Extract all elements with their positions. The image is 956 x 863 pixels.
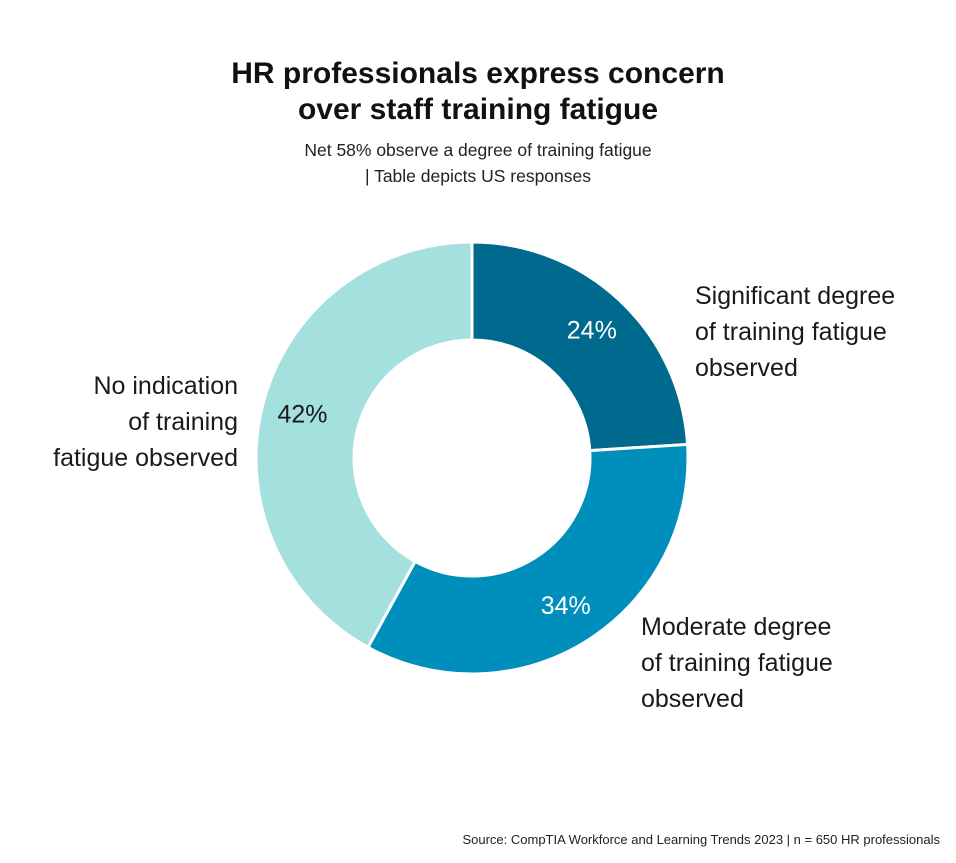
donut-slice-significant — [470, 240, 690, 453]
chart-title-line-2: over staff training fatigue — [297, 93, 659, 126]
category-label-significant-line-1: Significant degree — [695, 282, 896, 310]
category-label-moderate-line-2: of training fatigue — [641, 649, 833, 677]
data-label-significant: 24% — [567, 316, 617, 344]
category-label-no-indication-line-3: fatigue observed — [53, 444, 238, 472]
category-label-moderate-line-3: observed — [641, 685, 744, 713]
chart-title-line-1: HR professionals express concern — [231, 57, 725, 90]
donut-slice-moderate — [365, 442, 690, 676]
category-label-significant: Significant degree of training fatigue o… — [695, 278, 895, 386]
category-label-significant-line-2: of training fatigue — [695, 318, 887, 346]
donut-slice-no-indication — [254, 240, 474, 650]
data-label-no-indication: 42% — [277, 400, 327, 428]
data-label-moderate: 34% — [541, 592, 591, 620]
category-label-moderate-line-1: Moderate degree — [641, 613, 832, 641]
category-label-moderate: Moderate degree of training fatigue obse… — [641, 609, 833, 717]
category-label-no-indication: No indication of training fatigue observ… — [53, 368, 238, 476]
category-label-no-indication-line-2: of training — [128, 408, 238, 436]
category-label-no-indication-line-1: No indication — [93, 372, 238, 400]
source-note: Source: CompTIA Workforce and Learning T… — [462, 832, 940, 847]
chart-subtitle-line-1: Net 58% observe a degree of training fat… — [304, 140, 652, 160]
chart-title: HR professionals express concern over st… — [0, 56, 956, 128]
category-label-significant-line-3: observed — [695, 354, 798, 382]
chart-subtitle: Net 58% observe a degree of training fat… — [0, 137, 956, 189]
chart-subtitle-line-2: | Table depicts US responses — [364, 166, 591, 186]
